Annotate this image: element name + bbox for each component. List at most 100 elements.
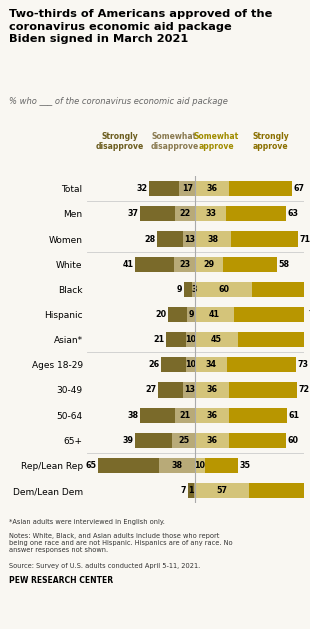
Text: Strongly
disapprove: Strongly disapprove (96, 131, 144, 151)
Text: 3: 3 (191, 285, 197, 294)
Text: 71: 71 (299, 235, 310, 243)
Text: Two-thirds of Americans approved of the
coronavirus economic aid package
Biden s: Two-thirds of Americans approved of the … (9, 9, 273, 44)
Text: 60: 60 (218, 285, 229, 294)
Bar (135, 257, 174, 272)
Text: 27: 27 (145, 386, 156, 394)
Text: 45: 45 (211, 335, 222, 344)
Text: 39: 39 (122, 436, 134, 445)
Bar (183, 231, 195, 247)
Bar (249, 483, 310, 498)
Text: 34: 34 (206, 360, 217, 369)
Text: 65: 65 (86, 461, 97, 470)
Bar (229, 181, 292, 196)
Bar (174, 257, 195, 272)
Bar (157, 231, 183, 247)
Bar (231, 231, 298, 247)
Bar (157, 382, 183, 398)
Text: 41: 41 (209, 310, 220, 319)
Bar (195, 257, 223, 272)
Bar (195, 357, 227, 372)
Text: 38: 38 (127, 411, 138, 420)
Text: 60: 60 (287, 436, 298, 445)
Text: Source: Survey of U.S. adults conducted April 5-11, 2021.: Source: Survey of U.S. adults conducted … (9, 563, 201, 569)
Bar (183, 382, 195, 398)
Text: 21: 21 (180, 411, 191, 420)
Bar (172, 433, 195, 448)
Bar (229, 433, 286, 448)
Text: Strongly
approve: Strongly approve (252, 131, 289, 151)
Text: 32: 32 (136, 184, 148, 193)
Bar (195, 433, 229, 448)
Text: 36: 36 (207, 184, 218, 193)
Text: 38: 38 (208, 235, 219, 243)
Text: 36: 36 (207, 411, 218, 420)
Bar (159, 458, 195, 473)
Text: 38: 38 (172, 461, 183, 470)
Text: 28: 28 (144, 235, 155, 243)
Text: 78: 78 (309, 310, 310, 319)
Text: 41: 41 (122, 260, 134, 269)
Bar (175, 206, 195, 221)
Text: 25: 25 (178, 436, 189, 445)
Bar (195, 282, 252, 297)
Bar (140, 206, 175, 221)
Text: 61: 61 (288, 411, 299, 420)
Bar (161, 357, 186, 372)
Bar (184, 282, 193, 297)
Bar (140, 408, 175, 423)
Bar (195, 408, 229, 423)
Text: PEW RESEARCH CENTER: PEW RESEARCH CENTER (9, 576, 113, 584)
Text: 10: 10 (185, 360, 196, 369)
Text: 22: 22 (179, 209, 191, 218)
Bar (149, 181, 179, 196)
Text: 72: 72 (299, 386, 310, 394)
Text: 17: 17 (182, 184, 193, 193)
Text: 36: 36 (207, 386, 218, 394)
Text: 67: 67 (294, 184, 305, 193)
Bar (223, 257, 277, 272)
Bar (238, 332, 310, 347)
Bar (186, 357, 195, 372)
Bar (175, 408, 195, 423)
Text: 29: 29 (203, 260, 215, 269)
Text: *Asian adults were interviewed in English only.: *Asian adults were interviewed in Englis… (9, 519, 165, 525)
Bar (168, 307, 187, 322)
Text: 73: 73 (298, 360, 309, 369)
Bar (227, 357, 296, 372)
Text: Somewhat
approve: Somewhat approve (193, 131, 239, 151)
Text: 21: 21 (153, 335, 165, 344)
Bar (226, 206, 286, 221)
Bar (186, 332, 195, 347)
Bar (194, 483, 195, 498)
Text: Notes: White, Black, and Asian adults include those who report
being one race an: Notes: White, Black, and Asian adults in… (9, 533, 233, 553)
Bar (195, 307, 234, 322)
Bar (195, 181, 229, 196)
Text: 33: 33 (205, 209, 216, 218)
Bar (229, 408, 287, 423)
Bar (166, 332, 186, 347)
Text: Somewhat
disapprove: Somewhat disapprove (150, 131, 199, 151)
Text: 9: 9 (177, 285, 183, 294)
Bar (187, 307, 195, 322)
Bar (252, 282, 310, 297)
Bar (135, 433, 172, 448)
Bar (229, 382, 297, 398)
Bar (195, 206, 226, 221)
Text: 10: 10 (185, 335, 196, 344)
Text: % who ___ of the coronavirus economic aid package: % who ___ of the coronavirus economic ai… (9, 97, 228, 106)
Bar (188, 483, 194, 498)
Text: 26: 26 (149, 360, 160, 369)
Bar (195, 458, 205, 473)
Bar (193, 282, 195, 297)
Bar (195, 483, 249, 498)
Text: 37: 37 (127, 209, 138, 218)
Bar (195, 382, 229, 398)
Text: 20: 20 (155, 310, 166, 319)
Text: 63: 63 (287, 209, 298, 218)
Text: 57: 57 (217, 486, 228, 495)
Text: 7: 7 (181, 486, 186, 495)
Bar (195, 231, 231, 247)
Bar (179, 181, 195, 196)
Text: 13: 13 (184, 235, 195, 243)
Bar (234, 307, 308, 322)
